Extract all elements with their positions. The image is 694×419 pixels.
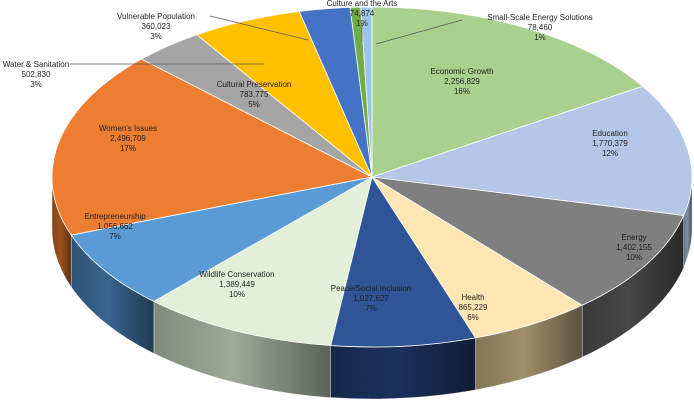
slice-entrepreneurship <box>70 176 373 302</box>
data-label-water-sanitation: Water & Sanitation 502,830 3% <box>3 60 69 89</box>
data-label-peace-social-inclusion: Peace/Social Inclusion 1,027,627 7% <box>331 284 412 313</box>
leader-line-small-scale-energy-solutions <box>375 19 463 45</box>
data-label-cultural-preservation: Cultural Preservation 783,775 5% <box>217 80 292 109</box>
data-label-health: Health 865,229 6% <box>459 293 488 322</box>
slice-education <box>371 85 693 216</box>
slice-energy <box>371 176 685 306</box>
slice-side-shade <box>52 177 72 288</box>
data-label-economic-growth: Economic Growth 2,256,829 16% <box>430 67 493 96</box>
data-label-culture-and-the-arts: Culture and the Arts 74,874 1% <box>327 0 398 28</box>
data-label-entrepreneurship: Entrepreneurship 1,056,662 7% <box>84 212 146 241</box>
data-label-vulnerable-population: Vulnerable Population 360,023 3% <box>117 12 195 41</box>
data-labels: Economic Growth 2,256,829 16% Education 1,77… <box>3 0 653 322</box>
leader-lines <box>70 15 463 65</box>
slice-side-shade <box>153 301 331 398</box>
slice-small-scale-energy-solutions <box>360 6 373 178</box>
pie-sides <box>51 176 693 400</box>
slice-side-shade <box>475 305 583 390</box>
slice-health <box>371 176 583 339</box>
data-label-women-s-issues: Women's Issues 2,496,709 17% <box>99 124 157 153</box>
slice-economic-growth <box>371 6 644 178</box>
slice-side-shade <box>582 215 684 358</box>
data-label-small-scale-energy-solutions: Small-Scale Energy Solutions 78,460 1% <box>487 13 592 42</box>
slice-side-shade <box>683 177 692 268</box>
slice-side-shade <box>71 235 154 354</box>
data-label-education: Education 1,770,379 12% <box>592 129 628 158</box>
slice-women-s-issues <box>51 58 374 236</box>
slice-wildlife-conservation <box>152 176 373 347</box>
data-label-energy: Energy 1,402,155 10% <box>616 233 652 262</box>
data-label-wildlife-conservation: Wildlife Conservation 1,389,449 10% <box>199 270 274 299</box>
pie-tops <box>51 6 693 348</box>
slice-side-shade <box>330 337 476 399</box>
leader-line-vulnerable-population <box>209 15 309 41</box>
slice-peace-social-inclusion <box>330 176 477 348</box>
